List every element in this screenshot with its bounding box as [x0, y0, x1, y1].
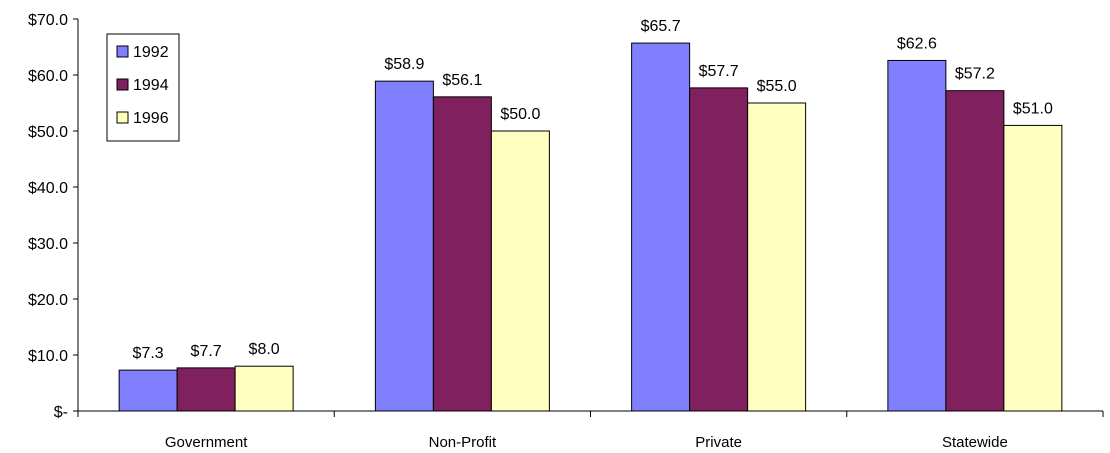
y-axis-ticks: $- $10.0 $20.0 $30.0 $40.0 $50.0 $60.0 $70.0	[28, 12, 78, 421]
y-tick-label: $40.0	[28, 180, 68, 197]
legend-swatch-1994	[116, 78, 129, 91]
bar-1996-government	[234, 365, 294, 412]
category-label-private: Private	[695, 434, 742, 451]
data-label: $7.7	[191, 343, 222, 360]
data-label: $50.0	[500, 106, 540, 123]
category-label-government: Government	[165, 434, 248, 451]
legend-label-1994: 1994	[133, 77, 169, 94]
legend-label-1996: 1996	[133, 110, 169, 127]
legend-swatch-1992	[116, 45, 129, 58]
data-label: $57.2	[955, 66, 995, 83]
bar-1994-non-profit	[432, 96, 492, 412]
y-tick-label: $10.0	[28, 348, 68, 365]
bar-1996-statewide	[1003, 124, 1063, 412]
data-label: $62.6	[897, 35, 937, 52]
bar-1994-statewide	[945, 90, 1005, 412]
category-labels: Government Non-Profit Private Statewide	[165, 434, 1008, 451]
data-label: $58.9	[384, 56, 424, 73]
bars	[118, 42, 1063, 412]
data-label: $8.0	[249, 341, 280, 358]
legend-swatch-1996	[116, 111, 129, 124]
legend: 1992 1994 1996	[106, 33, 180, 142]
category-label-statewide: Statewide	[942, 434, 1008, 451]
data-label: $56.1	[442, 72, 482, 89]
bar-1996-non-profit	[490, 130, 550, 412]
bar-1994-government	[176, 367, 236, 412]
data-label: $51.0	[1013, 100, 1053, 117]
bar-1994-private	[689, 87, 749, 412]
bar-1992-non-profit	[374, 80, 434, 412]
bar-1996-private	[747, 102, 807, 412]
legend-label-1992: 1992	[133, 44, 169, 61]
y-tick-label: $20.0	[28, 292, 68, 309]
data-label: $65.7	[641, 18, 681, 35]
data-label: $7.3	[133, 345, 164, 362]
y-tick-label: $70.0	[28, 12, 68, 29]
data-label: $55.0	[757, 78, 797, 95]
bar-1992-private	[631, 42, 691, 412]
data-labels: $7.3 $7.7 $8.0 $58.9 $56.1 $50.0 $65.7 $57.7 $55…	[133, 18, 1053, 362]
y-tick-label: $60.0	[28, 68, 68, 85]
category-label-non-profit: Non-Profit	[429, 434, 497, 451]
y-tick-label: $-	[54, 404, 68, 421]
bar-1992-government	[118, 369, 178, 412]
data-label: $57.7	[699, 63, 739, 80]
bar-1992-statewide	[887, 59, 947, 412]
y-tick-label: $50.0	[28, 124, 68, 141]
y-tick-label: $30.0	[28, 236, 68, 253]
